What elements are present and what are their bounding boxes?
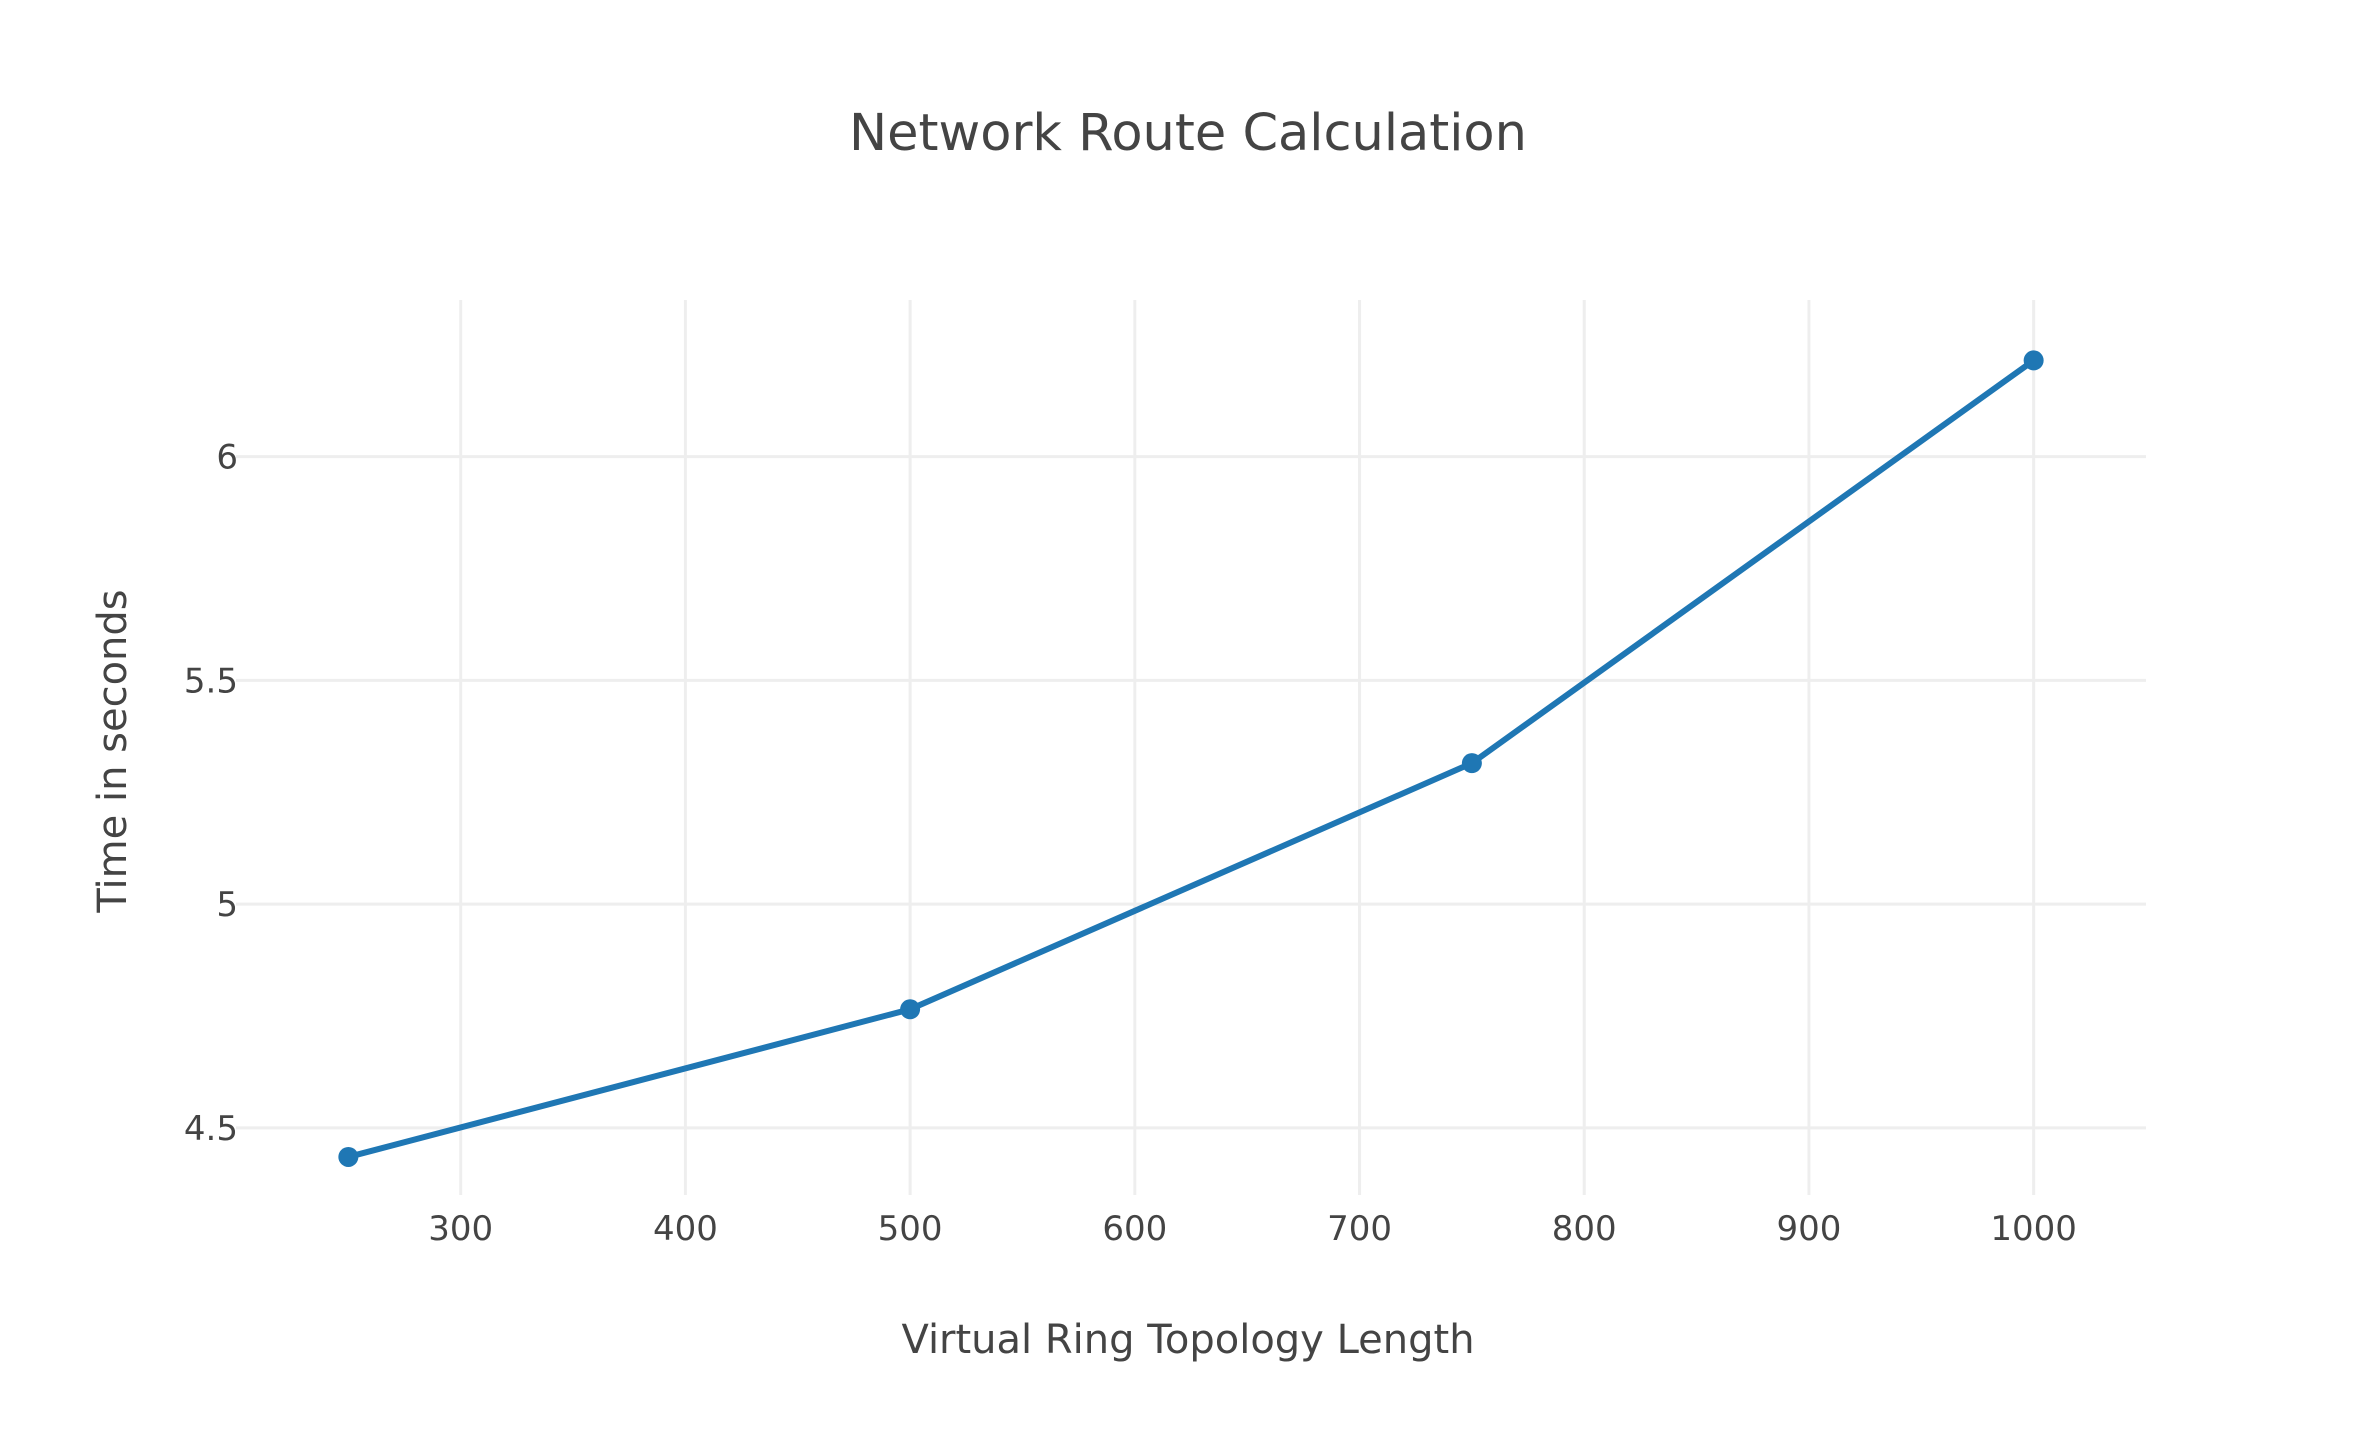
data-point	[900, 999, 921, 1020]
x-tick-label: 900	[1776, 1209, 1841, 1249]
y-tick-label: 4.5	[184, 1109, 238, 1149]
y-axis-title: Time in seconds	[90, 589, 136, 913]
x-tick-label: 500	[878, 1209, 943, 1249]
x-tick-label: 600	[1102, 1209, 1167, 1249]
x-axis-title: Virtual Ring Topology Length	[901, 1317, 1474, 1363]
series-line	[345, 357, 2037, 1160]
x-tick-label: 300	[428, 1209, 493, 1249]
x-tick-label: 400	[653, 1209, 718, 1249]
tick-label-layer: 300 400 500 600 700 800 900 1000 4.5 5 5.5 6	[184, 438, 2077, 1249]
x-tick-label: 700	[1327, 1209, 1392, 1249]
data-point	[338, 1146, 359, 1167]
data-point	[1461, 753, 1482, 774]
x-tick-label: 800	[1552, 1209, 1617, 1249]
chart-title: Network Route Calculation	[849, 104, 1527, 163]
x-tick-label: 1000	[1990, 1209, 2077, 1249]
grid-layer	[236, 300, 2146, 1195]
y-tick-label: 5.5	[184, 661, 238, 701]
series-layer	[338, 350, 2044, 1167]
y-tick-label: 6	[216, 438, 238, 478]
data-point	[2023, 350, 2044, 371]
y-tick-label: 5	[216, 885, 238, 925]
